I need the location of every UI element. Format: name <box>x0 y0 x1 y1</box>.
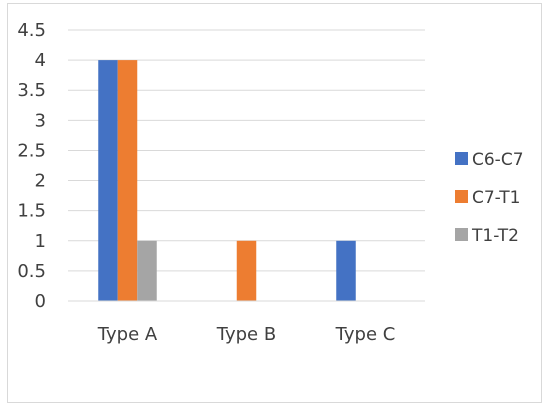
y-tick-label: 2 <box>35 171 46 192</box>
legend-swatch <box>455 228 468 241</box>
y-tick-label: 0.5 <box>17 261 46 282</box>
y-tick-label: 2.5 <box>17 140 46 161</box>
bar-c7-t1-type-b <box>236 240 257 301</box>
legend-label: T1-T2 <box>471 226 519 246</box>
y-tick-label: 3 <box>35 110 46 131</box>
bar-t1-t2-type-a <box>137 240 157 301</box>
y-tick-label: 0 <box>35 291 46 312</box>
x-category-label: Type A <box>97 324 158 345</box>
y-tick-label: 3.5 <box>17 80 46 101</box>
bars <box>98 60 356 301</box>
x-category-label: Type B <box>216 324 276 345</box>
bar-c6-c7-type-a <box>98 60 118 301</box>
x-category-label: Type C <box>335 324 396 345</box>
y-tick-label: 4.5 <box>17 20 46 41</box>
legend-label: C7-T1 <box>472 188 520 208</box>
legend-label: C6-C7 <box>472 150 524 170</box>
y-tick-label: 1.5 <box>17 201 46 222</box>
y-tick-label: 4 <box>35 50 46 71</box>
legend: C6-C7 C7-T1 T1-T2 <box>455 150 524 246</box>
legend-swatch <box>455 152 468 165</box>
y-tick-label: 1 <box>35 231 46 252</box>
legend-swatch <box>455 190 468 203</box>
chart-frame <box>7 3 542 403</box>
bar-c7-t1-type-a <box>117 60 138 301</box>
y-axis-ticks: 0 0.5 1 1.5 2 2.5 3 3.5 4 4.5 <box>17 20 46 312</box>
bar-c6-c7-type-c <box>336 240 356 301</box>
x-axis-labels: Type A Type B Type C <box>97 324 396 345</box>
